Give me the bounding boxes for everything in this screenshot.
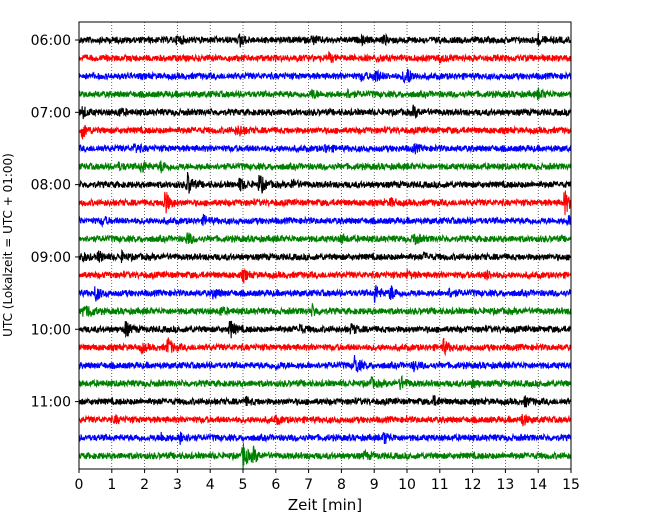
y-tick-label: 09:00 — [31, 250, 71, 266]
trace-0745 — [78, 160, 572, 174]
trace-0600 — [78, 32, 572, 48]
trace-0630 — [78, 68, 572, 84]
trace-0715 — [78, 124, 572, 140]
trace-0615 — [78, 50, 572, 64]
trace-0830 — [78, 213, 572, 228]
trace-1030 — [78, 354, 572, 373]
grid-lines — [111, 22, 539, 469]
x-tick-label: 6 — [271, 477, 280, 493]
trace-0945 — [78, 303, 572, 317]
y-tick-label: 06:00 — [31, 33, 71, 49]
trace-1000 — [78, 320, 572, 339]
trace-1115 — [78, 413, 572, 427]
trace-1045 — [78, 374, 572, 390]
trace-0900 — [78, 249, 572, 264]
x-tick-label: 10 — [398, 477, 416, 493]
x-tick-label: 15 — [562, 477, 580, 493]
y-tick-label: 11:00 — [31, 395, 71, 411]
x-tick-label: 13 — [496, 477, 514, 493]
trace-0730 — [78, 142, 572, 155]
x-tick-label: 3 — [173, 477, 182, 493]
trace-0700 — [78, 104, 572, 120]
y-axis-label: UTC (Lokalzeit = UTC + 01:00) — [1, 153, 15, 337]
trace-0930 — [78, 284, 572, 303]
x-tick-label: 11 — [431, 477, 449, 493]
trace-0645 — [78, 87, 572, 101]
trace-0915 — [78, 267, 572, 284]
trace-0800 — [78, 171, 572, 194]
x-axis-label: Zeit [min] — [288, 496, 362, 514]
trace-1130 — [78, 431, 572, 445]
x-tick-label: 4 — [206, 477, 215, 493]
x-tick-label: 14 — [529, 477, 547, 493]
y-tick-label: 07:00 — [31, 105, 71, 121]
seismic-traces — [78, 32, 572, 470]
trace-1100 — [78, 394, 572, 408]
x-tick-label: 9 — [370, 477, 379, 493]
trace-1145 — [78, 443, 572, 470]
x-axis-ticks: 0 1 2 3 4 5 6 7 8 9 10 11 12 13 14 15 — [75, 469, 580, 493]
x-tick-label: 12 — [464, 477, 482, 493]
plot-frame — [78, 21, 572, 470]
x-tick-label: 1 — [107, 477, 116, 493]
x-tick-label: 5 — [239, 477, 248, 493]
trace-0845 — [78, 232, 572, 246]
x-tick-label: 7 — [304, 477, 313, 493]
trace-0815 — [78, 190, 572, 216]
x-tick-label: 2 — [140, 477, 149, 493]
y-tick-label: 08:00 — [31, 178, 71, 194]
trace-1015 — [78, 337, 572, 357]
x-tick-label: 0 — [75, 477, 84, 493]
y-tick-label: 10:00 — [31, 322, 71, 338]
x-tick-label: 8 — [337, 477, 346, 493]
y-axis-ticks: 06:00 07:00 08:00 09:00 10:00 11:00 — [31, 33, 79, 411]
